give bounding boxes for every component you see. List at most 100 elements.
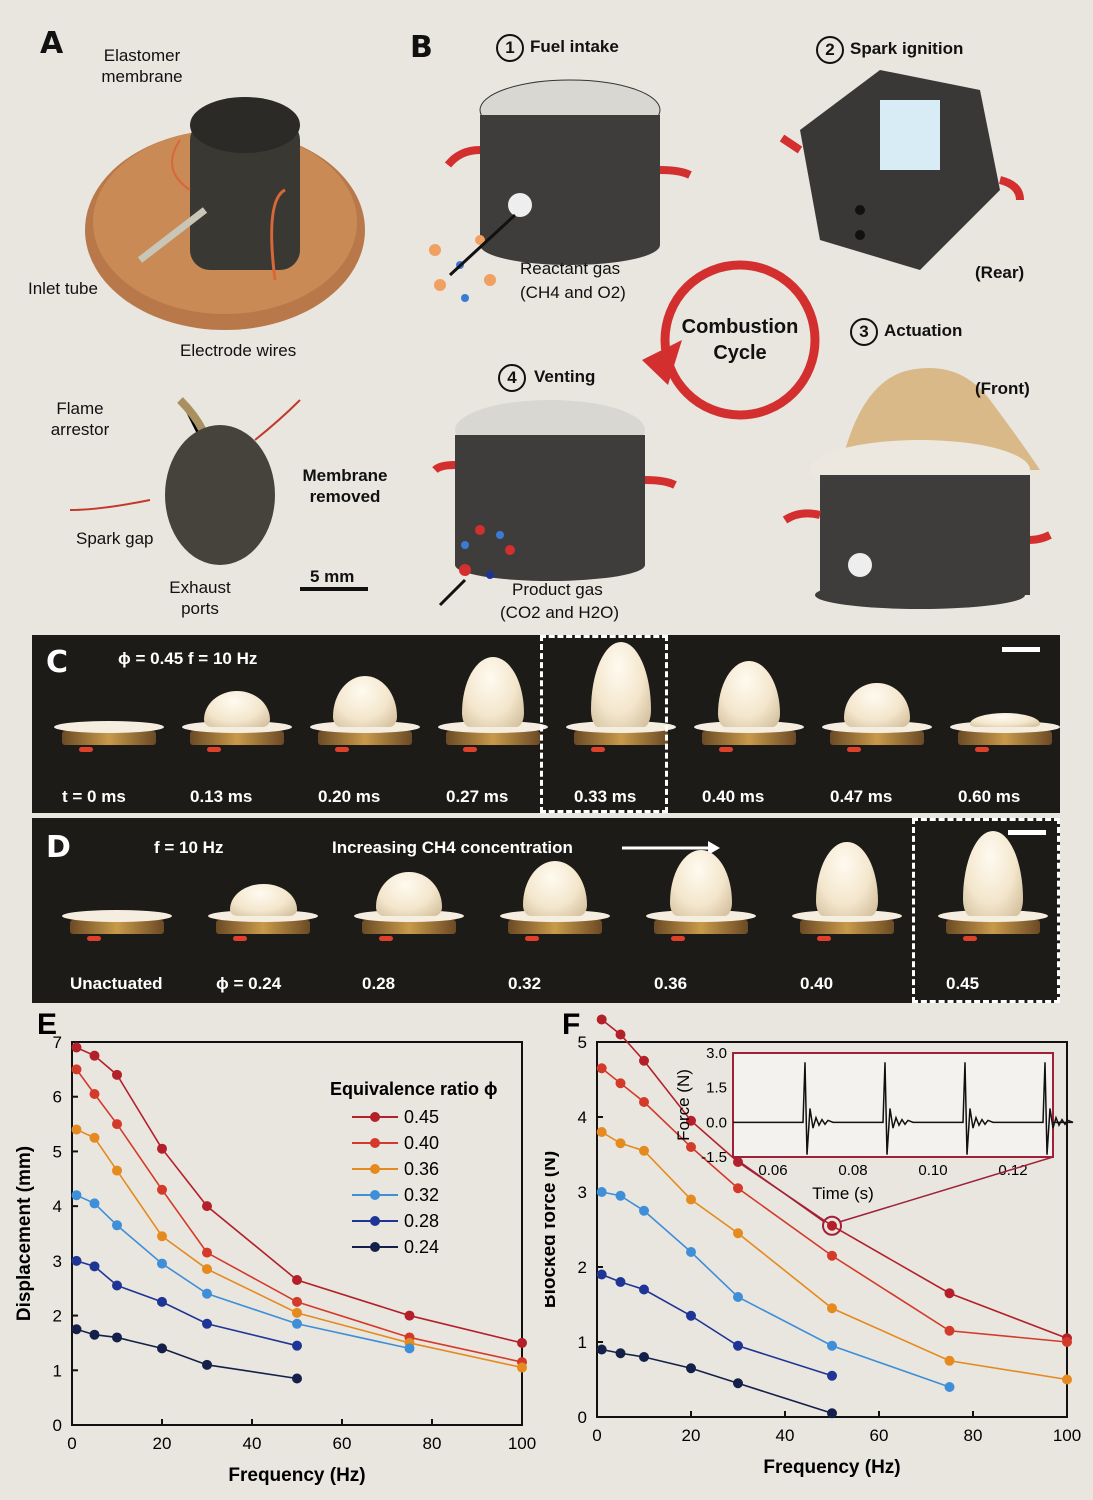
data-point bbox=[157, 1296, 167, 1307]
actuator-base bbox=[446, 731, 540, 745]
x-tick-label: 80 bbox=[964, 1426, 983, 1445]
callout-line bbox=[839, 1156, 1054, 1223]
y-axis-label: Displacement (mm) bbox=[14, 1146, 35, 1321]
frame-label: t = 0 ms bbox=[62, 787, 126, 806]
frame-label: 0.36 bbox=[654, 974, 688, 993]
frame-label: 0.33 ms bbox=[574, 787, 637, 806]
x-tick-label: 40 bbox=[776, 1426, 795, 1445]
data-point bbox=[944, 1288, 955, 1299]
inset-x-tick-label: 0.12 bbox=[998, 1162, 1027, 1179]
legend-label: 0.45 bbox=[404, 1107, 439, 1127]
frame-label: 0.28 bbox=[362, 974, 396, 993]
membrane-dome bbox=[229, 883, 297, 916]
data-point bbox=[112, 1220, 122, 1231]
frame: 0.13 ms bbox=[182, 635, 292, 813]
data-point bbox=[686, 1115, 696, 1126]
inset-frame bbox=[732, 1052, 1054, 1158]
frame: 0.28 bbox=[354, 818, 464, 1003]
step3-number: 3 bbox=[850, 318, 878, 346]
data-point bbox=[827, 1408, 837, 1419]
panel-c-letter: C bbox=[46, 645, 69, 680]
actuator-base bbox=[190, 731, 284, 745]
frame: 0.20 ms bbox=[310, 635, 420, 813]
data-point bbox=[615, 1029, 626, 1040]
data-point bbox=[596, 1344, 607, 1355]
data-point bbox=[596, 1187, 607, 1197]
data-point bbox=[686, 1194, 696, 1205]
step3-label: Actuation bbox=[884, 321, 963, 340]
frame: 0.40 ms bbox=[694, 635, 804, 813]
series-line bbox=[601, 1067, 1068, 1343]
x-tick-label: 100 bbox=[508, 1434, 536, 1453]
data-point bbox=[89, 1198, 100, 1209]
data-point bbox=[639, 1145, 649, 1156]
spark-glow bbox=[207, 747, 221, 752]
legend-marker bbox=[370, 1190, 380, 1200]
actuator-base bbox=[70, 920, 164, 934]
actuator-base bbox=[946, 920, 1040, 934]
data-point bbox=[639, 1055, 649, 1066]
y-tick-label: 6 bbox=[53, 1088, 62, 1107]
inset-y-tick-label: 0.0 bbox=[706, 1114, 727, 1131]
panel-d-strip: D f = 10 Hz Increasing CH4 concentration… bbox=[32, 818, 1060, 1003]
spark-glow bbox=[719, 747, 733, 752]
frame-label: 0.45 bbox=[946, 974, 980, 993]
actuator-base bbox=[508, 920, 602, 934]
frame: Unactuated bbox=[62, 818, 172, 1003]
legend-label: 0.28 bbox=[404, 1211, 439, 1231]
panel-b-letter: B bbox=[410, 30, 433, 65]
data-point bbox=[686, 1247, 696, 1257]
y-tick-label: 5 bbox=[53, 1142, 62, 1161]
inset-y-tick-label: 1.5 bbox=[706, 1080, 727, 1097]
panel-letter: E bbox=[37, 1008, 57, 1041]
y-tick-label: 1 bbox=[578, 1333, 587, 1352]
inset-y-tick-label: 3.0 bbox=[706, 1045, 727, 1062]
data-point bbox=[639, 1284, 649, 1295]
data-point bbox=[89, 1329, 100, 1340]
data-point bbox=[112, 1280, 122, 1291]
highlight-box-d bbox=[912, 818, 1060, 1003]
scale-bar-c bbox=[1002, 647, 1040, 652]
legend-label: 0.32 bbox=[404, 1185, 439, 1205]
legend-label: 0.36 bbox=[404, 1159, 439, 1179]
panel-b-diagram bbox=[429, 70, 1052, 609]
highlight-box-c bbox=[540, 635, 668, 813]
frame: 0.33 ms bbox=[566, 635, 676, 813]
x-tick-label: 20 bbox=[153, 1434, 172, 1453]
x-tick-label: 40 bbox=[243, 1434, 262, 1453]
data-point bbox=[733, 1228, 743, 1239]
data-point bbox=[686, 1310, 696, 1321]
inset-y-tick-label: -1.5 bbox=[701, 1149, 727, 1166]
data-point bbox=[157, 1343, 167, 1354]
series-line bbox=[76, 1128, 523, 1369]
data-point bbox=[89, 1261, 100, 1272]
membrane-dome bbox=[462, 657, 524, 727]
data-point bbox=[89, 1050, 100, 1061]
data-point bbox=[615, 1348, 626, 1359]
cycle-label: Combustion Cycle bbox=[681, 316, 799, 364]
x-tick-label: 100 bbox=[1053, 1426, 1081, 1445]
spark-glow bbox=[817, 936, 831, 941]
frame-label: 0.20 ms bbox=[318, 787, 381, 806]
panel-d-letter: D bbox=[46, 830, 71, 865]
membrane-dome bbox=[523, 861, 587, 916]
y-tick-label: 0 bbox=[578, 1408, 587, 1427]
actuator-base bbox=[800, 920, 894, 934]
x-tick-label: 0 bbox=[592, 1426, 601, 1445]
label-spark-gap: Spark gap bbox=[76, 529, 154, 548]
data-point bbox=[615, 1138, 626, 1149]
reactant-label: Reactant gas bbox=[520, 259, 621, 278]
frame: 0.60 ms bbox=[950, 635, 1060, 813]
y-tick-label: 3 bbox=[578, 1183, 587, 1202]
data-point bbox=[596, 1127, 607, 1137]
frame: 0.32 bbox=[500, 818, 610, 1003]
membrane bbox=[54, 721, 164, 733]
series-line bbox=[601, 1348, 833, 1415]
rear-label: (Rear) bbox=[975, 263, 1025, 282]
step4-label: Venting bbox=[534, 367, 596, 386]
data-point bbox=[1062, 1374, 1072, 1385]
callout-line bbox=[732, 1156, 825, 1223]
data-point bbox=[733, 1183, 743, 1194]
actuator-base bbox=[654, 920, 748, 934]
legend-title: Equivalence ratio ϕ bbox=[330, 1079, 498, 1099]
